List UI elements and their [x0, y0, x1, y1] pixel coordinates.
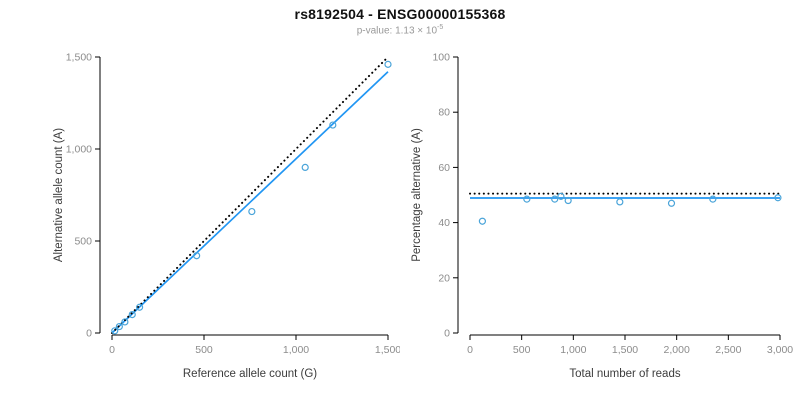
- data-point: [478, 217, 487, 225]
- x-tick-label: 2,500: [715, 344, 741, 356]
- x-axis-label: Total number of reads: [569, 368, 680, 380]
- allele-count-scatter-plot: 0 500 1,000 1,500 0 500 1,000 1,500 Reference al…: [53, 52, 400, 381]
- y-tick-label: 80: [438, 107, 450, 119]
- data-point: [301, 163, 309, 172]
- figure-title: rs8192504 - ENSG00000155368: [294, 6, 506, 22]
- data-point: [111, 327, 119, 335]
- y-axis-label: Alternative allele count (A): [53, 128, 65, 262]
- data-point: [774, 194, 782, 202]
- x-tick-label: 1,000: [283, 344, 309, 356]
- data-point: [564, 196, 572, 205]
- x-tick-label: 3,000: [767, 344, 793, 356]
- x-tick-label: 500: [195, 344, 213, 356]
- y-tick-label: 500: [74, 236, 92, 248]
- y-tick-label: 1,000: [66, 144, 92, 156]
- x-tick-label: 0: [467, 344, 473, 356]
- y-tick-label: 1,500: [66, 52, 92, 64]
- x-tick-label: 1,000: [560, 344, 586, 356]
- data-point: [616, 198, 624, 206]
- data-point: [551, 195, 559, 203]
- percentage-reads-scatter-plot: 0 500 1,000 1,500 2,000 2,500 3,000 0 20 40 60 80 10…: [411, 52, 793, 381]
- data-point: [248, 207, 256, 216]
- y-tick-label: 40: [438, 217, 450, 229]
- x-tick-label: 1,500: [375, 344, 400, 356]
- y-axis-label: Percentage alternative (A): [411, 128, 423, 262]
- data-point: [329, 121, 337, 129]
- pvalue-subtitle: p-value: 1.13 × 10-5: [0, 24, 800, 36]
- data-point: [523, 195, 531, 203]
- x-tick-label: 500: [513, 344, 531, 356]
- x-tick-label: 2,000: [664, 344, 690, 356]
- data-point: [193, 252, 201, 260]
- identity-line: [111, 56, 389, 334]
- y-tick-label: 60: [438, 162, 450, 174]
- pvalue-prefix: p-value:: [356, 25, 396, 37]
- data-point: [384, 60, 392, 68]
- x-axis-label: Reference allele count (G): [183, 368, 317, 380]
- data-point: [115, 322, 123, 331]
- data-point: [667, 199, 676, 207]
- data-point: [121, 318, 129, 326]
- title-block: rs8192504 - ENSG00000155368 p-value: 1.1…: [0, 6, 800, 36]
- data-point: [128, 311, 136, 319]
- y-tick-label: 0: [86, 328, 92, 340]
- y-tick-label: 100: [432, 52, 450, 64]
- data-point: [136, 303, 144, 311]
- y-tick-label: 20: [438, 272, 450, 284]
- pvalue-base: 1.13 × 10: [395, 25, 438, 37]
- fit-line: [111, 71, 389, 334]
- x-tick-label: 0: [109, 344, 115, 356]
- x-tick-label: 1,500: [612, 344, 638, 356]
- pvalue-exponent: -5: [437, 24, 444, 31]
- data-point: [557, 192, 565, 200]
- data-point: [709, 195, 717, 203]
- y-tick-label: 0: [444, 328, 450, 340]
